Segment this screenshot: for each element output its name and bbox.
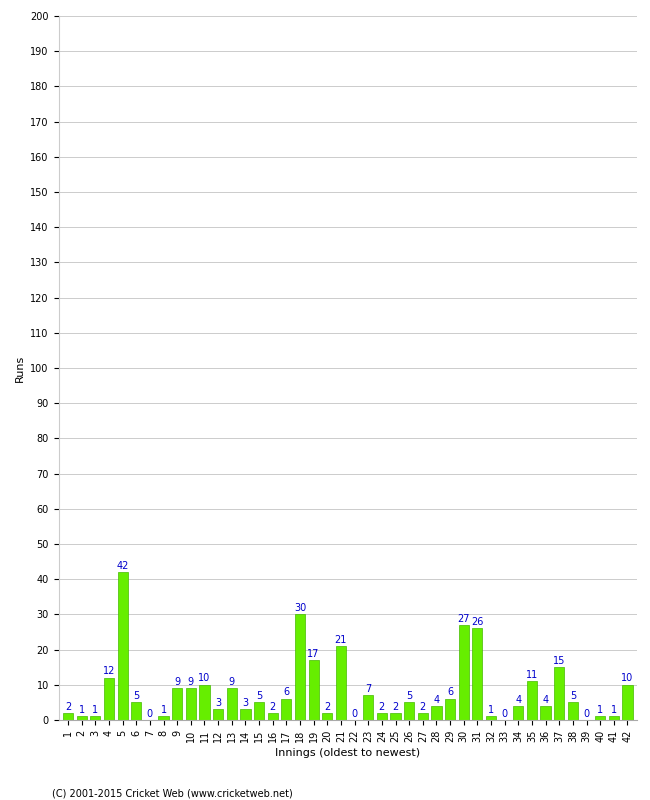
Bar <box>377 713 387 720</box>
Bar <box>404 702 414 720</box>
Text: 4: 4 <box>434 694 439 705</box>
Bar <box>336 646 346 720</box>
Text: 26: 26 <box>471 617 484 627</box>
Bar <box>391 713 400 720</box>
Bar <box>432 706 441 720</box>
Text: 12: 12 <box>103 666 115 676</box>
Bar <box>131 702 142 720</box>
Bar <box>213 710 223 720</box>
Bar <box>118 572 128 720</box>
Bar <box>554 667 564 720</box>
Text: 1: 1 <box>161 705 166 715</box>
Text: 1: 1 <box>597 705 603 715</box>
Bar <box>363 695 373 720</box>
Text: 2: 2 <box>65 702 72 711</box>
Bar <box>486 717 496 720</box>
Text: 42: 42 <box>116 561 129 570</box>
Bar <box>295 614 305 720</box>
Text: 3: 3 <box>242 698 248 708</box>
Bar <box>104 678 114 720</box>
Text: 7: 7 <box>365 684 371 694</box>
Bar <box>172 688 182 720</box>
Text: 5: 5 <box>133 691 139 701</box>
Text: 5: 5 <box>570 691 576 701</box>
Bar <box>622 685 632 720</box>
Bar <box>527 682 537 720</box>
Text: 0: 0 <box>352 709 358 718</box>
Bar <box>322 713 332 720</box>
Text: 10: 10 <box>621 674 634 683</box>
Bar <box>473 629 482 720</box>
Text: 6: 6 <box>447 687 453 698</box>
Bar <box>418 713 428 720</box>
Y-axis label: Runs: Runs <box>15 354 25 382</box>
Text: 2: 2 <box>270 702 276 711</box>
Text: 2: 2 <box>393 702 398 711</box>
Bar <box>159 717 168 720</box>
Bar <box>200 685 209 720</box>
Bar <box>77 717 87 720</box>
Text: 1: 1 <box>92 705 98 715</box>
Text: 10: 10 <box>198 674 211 683</box>
X-axis label: Innings (oldest to newest): Innings (oldest to newest) <box>275 748 421 758</box>
Text: 15: 15 <box>553 656 566 666</box>
Bar <box>240 710 250 720</box>
Text: 0: 0 <box>502 709 508 718</box>
Text: (C) 2001-2015 Cricket Web (www.cricketweb.net): (C) 2001-2015 Cricket Web (www.cricketwe… <box>52 788 292 798</box>
Text: 3: 3 <box>215 698 221 708</box>
Bar <box>608 717 619 720</box>
Bar <box>309 660 318 720</box>
Bar <box>445 699 455 720</box>
Bar <box>90 717 101 720</box>
Text: 4: 4 <box>543 694 549 705</box>
Bar <box>63 713 73 720</box>
Text: 1: 1 <box>79 705 84 715</box>
Text: 4: 4 <box>515 694 521 705</box>
Text: 11: 11 <box>526 670 538 680</box>
Bar <box>567 702 578 720</box>
Text: 1: 1 <box>611 705 617 715</box>
Bar <box>186 688 196 720</box>
Bar <box>254 702 264 720</box>
Bar <box>540 706 551 720</box>
Bar <box>227 688 237 720</box>
Bar <box>595 717 605 720</box>
Text: 6: 6 <box>283 687 289 698</box>
Text: 2: 2 <box>379 702 385 711</box>
Text: 5: 5 <box>256 691 262 701</box>
Text: 2: 2 <box>324 702 330 711</box>
Text: 17: 17 <box>307 649 320 658</box>
Bar <box>281 699 291 720</box>
Bar <box>459 625 469 720</box>
Text: 9: 9 <box>174 677 180 687</box>
Text: 9: 9 <box>188 677 194 687</box>
Text: 21: 21 <box>335 634 347 645</box>
Text: 5: 5 <box>406 691 412 701</box>
Text: 30: 30 <box>294 603 306 613</box>
Text: 9: 9 <box>229 677 235 687</box>
Text: 2: 2 <box>420 702 426 711</box>
Text: 0: 0 <box>147 709 153 718</box>
Text: 0: 0 <box>584 709 590 718</box>
Text: 27: 27 <box>458 614 470 623</box>
Text: 1: 1 <box>488 705 494 715</box>
Bar <box>514 706 523 720</box>
Bar <box>268 713 278 720</box>
